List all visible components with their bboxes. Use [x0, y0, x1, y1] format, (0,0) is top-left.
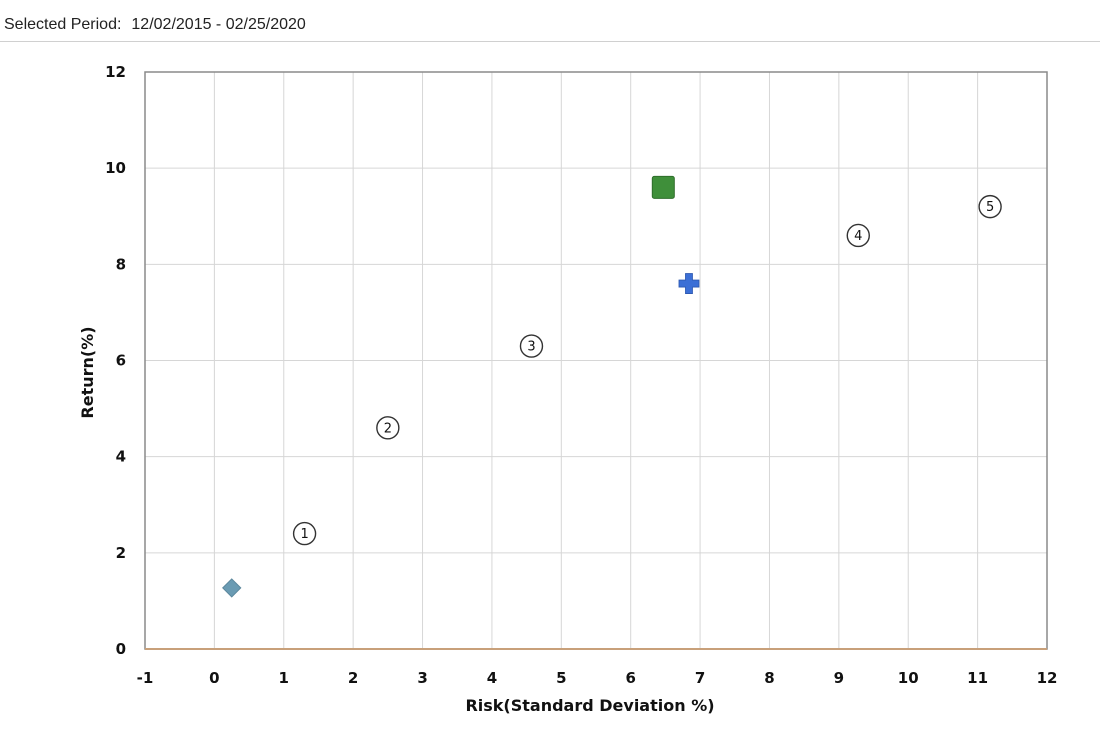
y-tick-label: 0: [116, 640, 126, 658]
y-tick-label: 6: [116, 352, 126, 370]
x-axis-title: Risk(Standard Deviation %): [465, 696, 714, 715]
x-tick-label: 5: [556, 669, 566, 687]
grid: [144, 71, 1048, 650]
x-tick-labels: -1 0 1 2 3 4 5 6 7 8 9 10 11 12: [137, 669, 1058, 687]
numbered-point-marker: 4: [846, 223, 870, 248]
x-tick-label: 9: [834, 669, 844, 687]
x-tick-label: 12: [1037, 669, 1058, 687]
diamond-point-marker: [222, 578, 242, 598]
numbered-point-marker: 2: [376, 416, 400, 440]
y-tick-labels: 0 2 4 6 8 10 12: [105, 63, 126, 658]
point-label: 2: [384, 421, 392, 436]
numbered-point-marker: 3: [519, 334, 544, 358]
numbered-point-marker: 5: [978, 194, 1002, 219]
cross-point-marker: [678, 273, 700, 294]
x-tick-label: 11: [967, 669, 988, 687]
x-tick-label: 3: [417, 669, 427, 687]
y-tick-label: 4: [116, 448, 126, 466]
x-tick-label: 8: [764, 669, 774, 687]
square-point-marker: [651, 175, 675, 199]
x-tick-label: 10: [898, 669, 919, 687]
point-label: 5: [986, 200, 994, 215]
y-tick-label: 10: [105, 159, 126, 177]
y-tick-label: 8: [116, 255, 126, 273]
x-tick-label: 4: [487, 669, 497, 687]
point-label: 4: [854, 229, 862, 244]
x-tick-label: 2: [348, 669, 358, 687]
x-tick-label: 7: [695, 669, 705, 687]
point-label: 3: [527, 340, 535, 355]
data-points: 1 2 3 4 5: [222, 175, 1002, 598]
y-axis-title: Return(%): [78, 326, 97, 418]
y-tick-label: 12: [105, 63, 126, 81]
numbered-point-marker: 1: [292, 521, 317, 546]
point-label: 1: [300, 527, 308, 542]
period-value: 12/02/2015 - 02/25/2020: [131, 16, 306, 33]
selected-period-bar: Selected Period: 12/02/2015 - 02/25/2020: [0, 0, 1100, 42]
x-tick-label: -1: [137, 669, 154, 687]
x-tick-label: 0: [209, 669, 219, 687]
period-label: Selected Period:: [4, 16, 122, 33]
y-tick-label: 2: [116, 544, 126, 562]
x-tick-label: 1: [279, 669, 289, 687]
x-tick-label: 6: [625, 669, 635, 687]
